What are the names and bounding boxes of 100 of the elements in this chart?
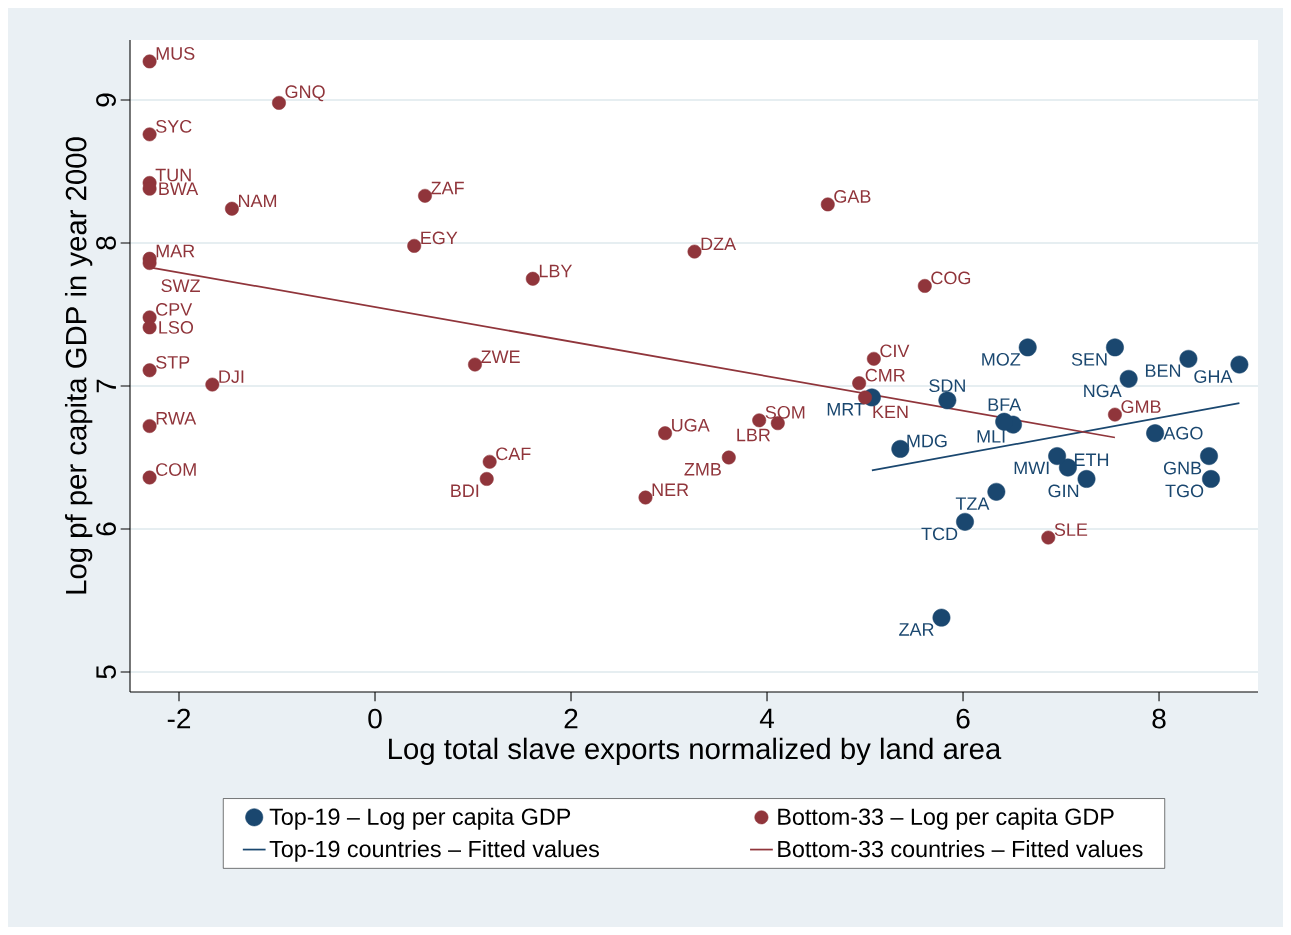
y-tick-label: 8: [96, 236, 116, 250]
annotation: BFA: [988, 398, 1022, 411]
point: [1048, 447, 1067, 466]
annotation: TGO: [1165, 484, 1204, 498]
annotation: TCD: [921, 527, 958, 541]
point: [142, 470, 157, 485]
point: [1146, 424, 1165, 443]
annotation: NAM: [239, 194, 277, 208]
annotation: UGA: [672, 418, 710, 432]
y-tick-label: 9: [96, 93, 116, 107]
annotation: CAF: [496, 447, 531, 461]
annotation: STP: [156, 355, 190, 369]
annotation: GNB: [1163, 461, 1202, 475]
point: [482, 454, 497, 469]
x-tick-label: -2: [167, 708, 191, 729]
annotation: AGO: [1163, 426, 1203, 440]
annotation: BEN: [1145, 364, 1181, 377]
point: [638, 490, 653, 505]
annotation: MOZ: [982, 353, 1021, 366]
annotation: MWI: [1014, 461, 1049, 475]
annotation: ETH: [1074, 453, 1109, 466]
point: [525, 271, 540, 286]
annotation: CIV: [880, 344, 910, 358]
annotation: SLE: [1054, 523, 1088, 536]
point: [479, 472, 494, 486]
x-tick-label: 0: [368, 708, 382, 729]
y-axis-title: Log pf per capita GDP in year 2000: [64, 137, 93, 594]
annotation: NER: [652, 483, 689, 496]
x-tick-label: 8: [1152, 708, 1166, 729]
point: [418, 188, 432, 203]
point: [932, 608, 951, 627]
annotation: SWZ: [161, 279, 200, 293]
annotation: DJI: [219, 370, 244, 383]
y-tick-label: 7: [96, 379, 116, 393]
point: [142, 363, 157, 378]
annotation: GNQ: [285, 85, 325, 102]
point: [1108, 407, 1122, 422]
annotation: MLI: [977, 430, 1005, 443]
annotation: ZAR: [899, 623, 934, 636]
point: [1077, 470, 1096, 488]
point: [142, 419, 157, 433]
annotation: ZMB: [684, 463, 721, 476]
annotation: RWA: [156, 412, 197, 425]
point: [1041, 530, 1056, 545]
point: [658, 426, 673, 441]
annotation: MRT: [827, 403, 865, 416]
annotation: SDN: [929, 379, 965, 393]
point: [866, 351, 881, 366]
y-tick-label: 6: [96, 522, 116, 536]
annotation: DZA: [701, 237, 737, 250]
point: [1106, 338, 1124, 357]
annotation: ZAF: [431, 181, 464, 195]
annotation: LBR: [737, 428, 771, 442]
annotation: BWA: [159, 182, 199, 195]
x-axis-title: Log total slave exports normalized by land area: [389, 737, 1002, 766]
point: [205, 377, 220, 392]
point: [407, 238, 422, 253]
annotation: SYC: [156, 120, 192, 133]
legend-label: Top-19 countries – Fitted values: [269, 840, 599, 862]
point: [917, 278, 932, 293]
annotation: KEN: [873, 405, 908, 419]
annotation: SEN: [1071, 353, 1107, 366]
annotation: GAB: [834, 190, 871, 203]
annotation: GMB: [1121, 400, 1161, 413]
point: [1058, 458, 1077, 477]
point: [752, 413, 767, 428]
point: [272, 95, 286, 110]
point: [1200, 447, 1218, 466]
annotation: BDI: [451, 484, 479, 497]
point: [820, 197, 835, 212]
x-tick-label: 4: [759, 708, 774, 728]
annotation: NGA: [1084, 384, 1122, 398]
annotation: COG: [931, 271, 971, 285]
annotation: TUN: [155, 168, 191, 182]
annotation: CPV: [156, 303, 193, 316]
annotation: ZWE: [481, 350, 520, 363]
annotation: SOM: [765, 405, 805, 419]
legend-label: Bottom-33 countries – Fitted values: [778, 840, 1143, 858]
point: [687, 244, 702, 259]
annotation: MAR: [156, 244, 195, 258]
annotation: GHA: [1194, 370, 1233, 383]
legend-label: Top-19 – Log per capita GDP: [269, 807, 571, 830]
point: [852, 376, 867, 391]
point: [142, 127, 157, 142]
point: [995, 412, 1014, 431]
annotation: CMR: [865, 368, 905, 382]
x-tick-label: 2: [564, 708, 578, 729]
point: [1202, 470, 1220, 488]
point: [142, 54, 157, 69]
x-tick-label: 6: [956, 708, 970, 729]
annotation: TZA: [955, 497, 990, 510]
point: [858, 390, 872, 405]
point: [956, 512, 974, 531]
legend-label: Bottom-33 – Log per capita GDP: [778, 807, 1114, 830]
annotation: LSO: [159, 321, 194, 334]
point: [938, 391, 957, 410]
annotation: MUS: [156, 47, 195, 60]
point: [142, 320, 157, 335]
y-tick-label: 5: [96, 665, 116, 679]
point: [468, 357, 482, 372]
